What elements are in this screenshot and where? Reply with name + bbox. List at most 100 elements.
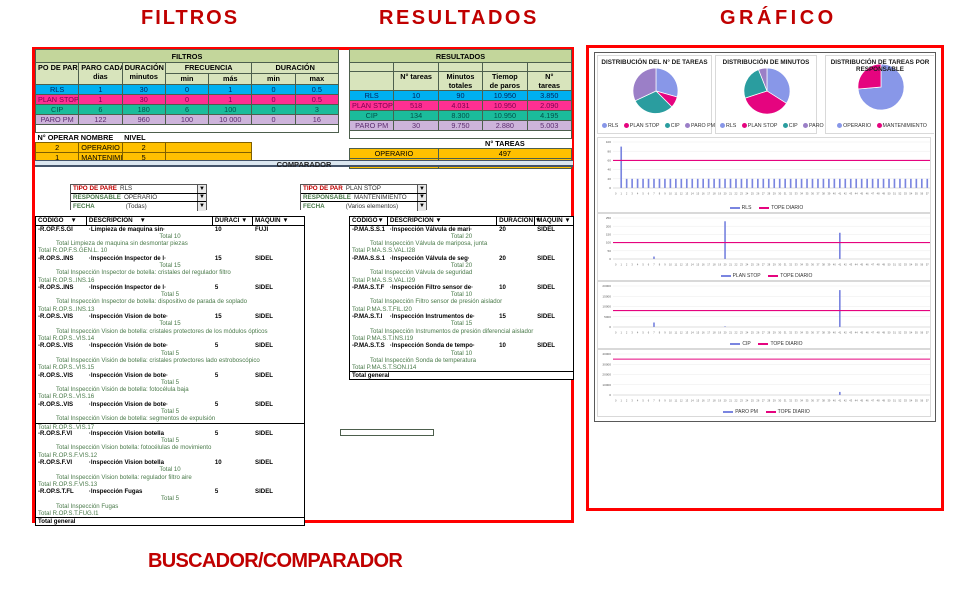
svg-text:30: 30 bbox=[778, 399, 781, 403]
svg-text:0: 0 bbox=[609, 393, 611, 397]
svg-text:26: 26 bbox=[756, 263, 759, 267]
svg-text:47: 47 bbox=[871, 192, 874, 196]
svg-text:48: 48 bbox=[877, 263, 880, 267]
svg-text:80: 80 bbox=[608, 149, 612, 153]
svg-text:55: 55 bbox=[915, 399, 918, 403]
svg-text:7: 7 bbox=[653, 331, 655, 335]
svg-text:17: 17 bbox=[707, 192, 710, 196]
svg-text:12: 12 bbox=[680, 399, 683, 403]
svg-text:31: 31 bbox=[784, 331, 787, 335]
svg-text:7: 7 bbox=[653, 263, 655, 267]
svg-text:3: 3 bbox=[631, 263, 633, 267]
svg-text:33: 33 bbox=[795, 263, 798, 267]
svg-text:18: 18 bbox=[713, 331, 716, 335]
svg-text:12: 12 bbox=[680, 263, 683, 267]
svg-text:8: 8 bbox=[659, 192, 661, 196]
svg-text:34: 34 bbox=[800, 331, 803, 335]
svg-text:4: 4 bbox=[637, 192, 639, 196]
svg-text:37: 37 bbox=[817, 331, 820, 335]
svg-text:5: 5 bbox=[642, 331, 644, 335]
svg-text:20: 20 bbox=[724, 192, 727, 196]
svg-text:56: 56 bbox=[920, 399, 923, 403]
svg-text:27: 27 bbox=[762, 263, 765, 267]
svg-text:10: 10 bbox=[669, 192, 672, 196]
svg-text:56: 56 bbox=[920, 331, 923, 335]
svg-text:17: 17 bbox=[707, 331, 710, 335]
svg-text:25: 25 bbox=[751, 331, 754, 335]
svg-text:25: 25 bbox=[751, 263, 754, 267]
svg-text:10000: 10000 bbox=[602, 305, 611, 309]
svg-text:39: 39 bbox=[827, 331, 830, 335]
svg-text:150: 150 bbox=[606, 233, 611, 237]
svg-text:40: 40 bbox=[833, 192, 836, 196]
svg-text:20000: 20000 bbox=[602, 373, 611, 377]
svg-text:43: 43 bbox=[849, 192, 852, 196]
svg-text:52: 52 bbox=[898, 263, 901, 267]
svg-text:42: 42 bbox=[844, 263, 847, 267]
svg-text:28: 28 bbox=[767, 331, 770, 335]
svg-text:17: 17 bbox=[707, 263, 710, 267]
svg-text:31: 31 bbox=[784, 263, 787, 267]
svg-text:49: 49 bbox=[882, 192, 885, 196]
svg-text:4: 4 bbox=[637, 331, 639, 335]
svg-text:0: 0 bbox=[609, 325, 611, 329]
svg-text:6: 6 bbox=[648, 399, 650, 403]
svg-text:54: 54 bbox=[909, 192, 912, 196]
svg-text:56: 56 bbox=[920, 192, 923, 196]
svg-text:200: 200 bbox=[606, 224, 611, 228]
svg-text:12: 12 bbox=[680, 192, 683, 196]
svg-text:60: 60 bbox=[608, 159, 612, 163]
svg-text:0: 0 bbox=[615, 263, 617, 267]
svg-text:42: 42 bbox=[844, 399, 847, 403]
svg-text:40000: 40000 bbox=[602, 352, 611, 356]
svg-text:57: 57 bbox=[926, 192, 929, 196]
svg-text:49: 49 bbox=[882, 399, 885, 403]
svg-text:20: 20 bbox=[724, 331, 727, 335]
svg-text:22: 22 bbox=[735, 399, 738, 403]
svg-text:37: 37 bbox=[817, 192, 820, 196]
svg-text:28: 28 bbox=[767, 399, 770, 403]
svg-text:13: 13 bbox=[685, 263, 688, 267]
svg-text:26: 26 bbox=[756, 399, 759, 403]
svg-text:43: 43 bbox=[849, 263, 852, 267]
svg-text:30: 30 bbox=[778, 263, 781, 267]
svg-text:23: 23 bbox=[740, 192, 743, 196]
svg-text:40: 40 bbox=[833, 263, 836, 267]
svg-text:37: 37 bbox=[817, 399, 820, 403]
svg-text:0: 0 bbox=[615, 399, 617, 403]
svg-text:6: 6 bbox=[648, 192, 650, 196]
svg-text:55: 55 bbox=[915, 331, 918, 335]
svg-text:50: 50 bbox=[888, 399, 891, 403]
svg-text:5: 5 bbox=[642, 192, 644, 196]
svg-text:1: 1 bbox=[620, 192, 622, 196]
svg-text:2: 2 bbox=[626, 331, 628, 335]
svg-text:19: 19 bbox=[718, 399, 721, 403]
svg-text:45: 45 bbox=[860, 399, 863, 403]
svg-text:41: 41 bbox=[838, 399, 841, 403]
svg-text:27: 27 bbox=[762, 192, 765, 196]
svg-text:4: 4 bbox=[637, 399, 639, 403]
svg-text:100: 100 bbox=[606, 241, 611, 245]
svg-text:54: 54 bbox=[909, 263, 912, 267]
svg-text:42: 42 bbox=[844, 192, 847, 196]
svg-text:39: 39 bbox=[827, 263, 830, 267]
svg-text:13: 13 bbox=[685, 192, 688, 196]
svg-text:48: 48 bbox=[877, 192, 880, 196]
svg-text:30: 30 bbox=[778, 192, 781, 196]
svg-text:41: 41 bbox=[838, 192, 841, 196]
svg-text:15: 15 bbox=[696, 263, 699, 267]
svg-text:14: 14 bbox=[691, 331, 694, 335]
svg-text:29: 29 bbox=[773, 192, 776, 196]
svg-text:45: 45 bbox=[860, 331, 863, 335]
svg-text:14: 14 bbox=[691, 263, 694, 267]
svg-text:32: 32 bbox=[789, 263, 792, 267]
svg-text:16: 16 bbox=[702, 331, 705, 335]
svg-text:7: 7 bbox=[653, 192, 655, 196]
svg-text:47: 47 bbox=[871, 331, 874, 335]
svg-text:20: 20 bbox=[724, 263, 727, 267]
svg-text:35: 35 bbox=[806, 192, 809, 196]
svg-text:9: 9 bbox=[664, 263, 666, 267]
svg-text:40: 40 bbox=[608, 168, 612, 172]
svg-text:34: 34 bbox=[800, 192, 803, 196]
svg-text:100: 100 bbox=[606, 140, 611, 144]
